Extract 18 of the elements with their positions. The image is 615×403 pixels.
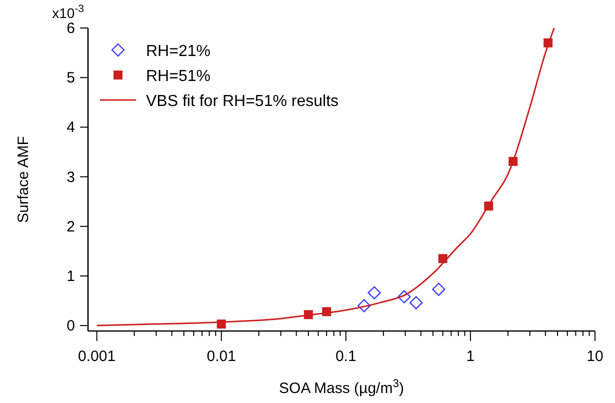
legend-label: VBS fit for RH=51% results bbox=[146, 93, 339, 110]
y-tick-label: 6 bbox=[66, 20, 75, 37]
x-tick-label: 0.01 bbox=[206, 348, 236, 365]
y-tick-label: 0 bbox=[66, 318, 75, 335]
x-tick-label: 0.001 bbox=[78, 348, 116, 365]
y-tick-label: 4 bbox=[66, 119, 75, 136]
y-tick-label: 3 bbox=[66, 168, 75, 186]
y-tick-label: 5 bbox=[66, 70, 75, 87]
legend-label: RH=21% bbox=[146, 43, 210, 60]
x-tick-label: 1 bbox=[466, 348, 475, 365]
y-tick-label: 2 bbox=[66, 218, 75, 236]
y-axis-title: Surface AMF bbox=[15, 136, 32, 223]
legend-label: RH=51% bbox=[146, 68, 210, 85]
x-tick-label: 10 bbox=[586, 348, 604, 365]
y-tick-label: 1 bbox=[66, 268, 75, 285]
text: x10$^{-3}$ bbox=[52, 3, 84, 21]
x-tick-label: 0.1 bbox=[335, 348, 356, 365]
x-axis-title: SOA Mass (µg/m$^{3}$) bbox=[279, 378, 404, 397]
